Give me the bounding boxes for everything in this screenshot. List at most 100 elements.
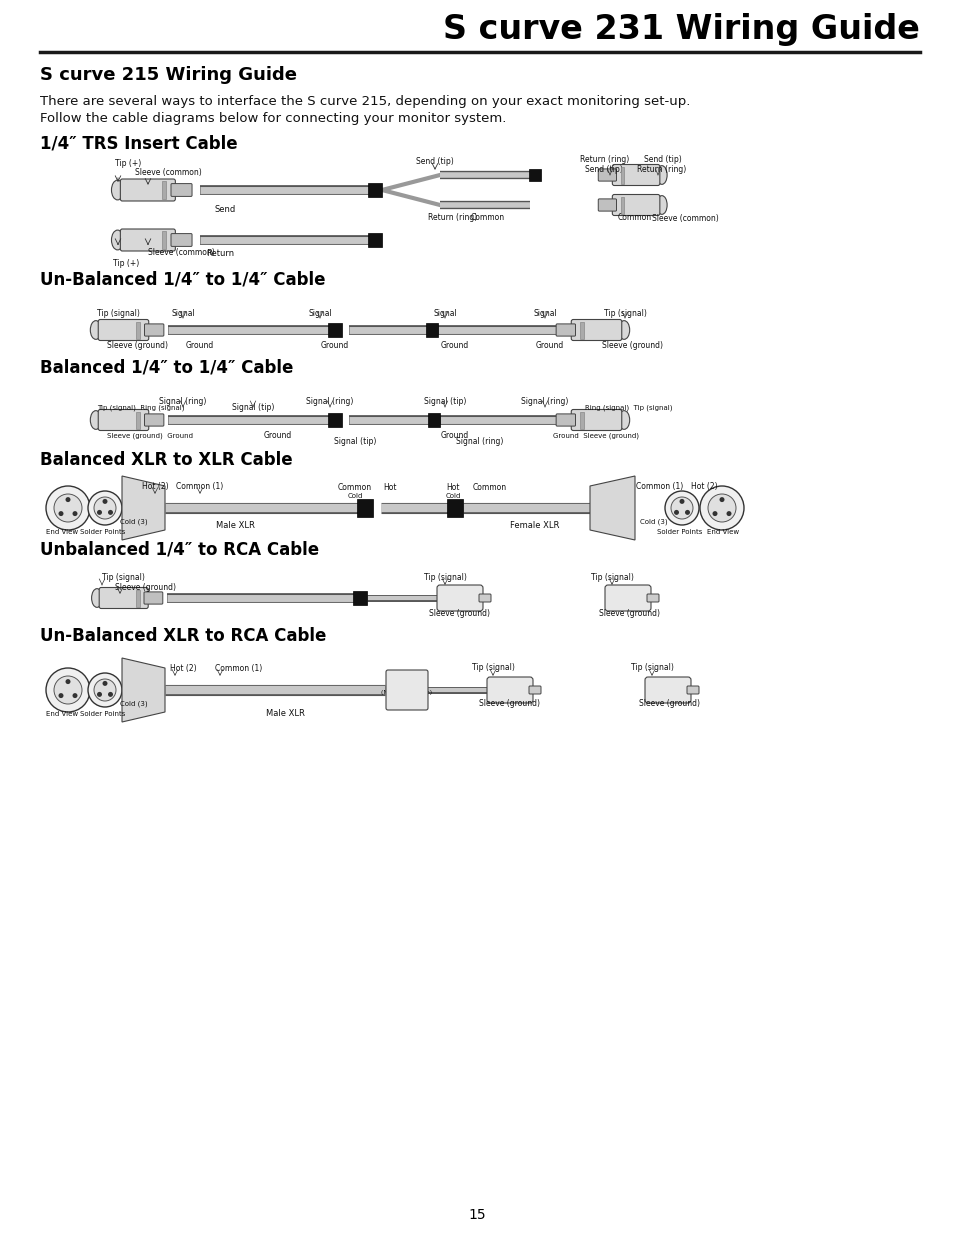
Text: Signal (tip): Signal (tip) (423, 396, 466, 405)
FancyBboxPatch shape (98, 410, 149, 431)
FancyBboxPatch shape (612, 194, 659, 215)
Circle shape (58, 511, 64, 516)
Text: Return: Return (206, 249, 233, 258)
Text: Send (tip): Send (tip) (416, 158, 454, 167)
Text: Signal (tip): Signal (tip) (334, 436, 375, 446)
Text: Solder Points: Solder Points (657, 529, 702, 535)
Text: Solder Points: Solder Points (80, 711, 126, 718)
Text: Signal (ring): Signal (ring) (306, 396, 354, 405)
Polygon shape (122, 475, 165, 540)
Text: Signal (ring): Signal (ring) (520, 396, 568, 405)
FancyBboxPatch shape (529, 685, 540, 694)
Text: Balanced XLR to XLR Cable: Balanced XLR to XLR Cable (40, 451, 293, 469)
Text: Solder Points: Solder Points (80, 529, 126, 535)
FancyBboxPatch shape (556, 324, 575, 336)
FancyBboxPatch shape (598, 169, 616, 182)
Text: Common: Common (473, 483, 507, 492)
FancyBboxPatch shape (646, 594, 659, 601)
Text: Return (ring): Return (ring) (637, 165, 686, 174)
Circle shape (670, 496, 692, 519)
Circle shape (108, 510, 112, 515)
Text: Cold (3): Cold (3) (120, 700, 148, 708)
FancyBboxPatch shape (171, 184, 192, 196)
Text: Signal (ring): Signal (ring) (456, 436, 503, 446)
Text: Tip (signal): Tip (signal) (630, 663, 673, 673)
Ellipse shape (656, 165, 666, 184)
Circle shape (707, 494, 735, 522)
Text: Ground: Ground (264, 431, 292, 441)
Text: Signal: Signal (533, 309, 557, 317)
Text: Signal: Signal (308, 309, 332, 317)
Text: Cold: Cold (347, 493, 362, 499)
Bar (368, 183, 381, 198)
Ellipse shape (656, 195, 666, 215)
Bar (353, 592, 367, 605)
Circle shape (700, 487, 743, 530)
Ellipse shape (91, 411, 101, 430)
Circle shape (54, 494, 82, 522)
Bar (428, 412, 439, 427)
FancyBboxPatch shape (386, 671, 428, 710)
Text: Cold: Cold (445, 493, 460, 499)
Text: End View: End View (46, 711, 78, 718)
FancyBboxPatch shape (604, 585, 650, 611)
Text: Sleeve (ground): Sleeve (ground) (639, 699, 700, 709)
Circle shape (58, 693, 64, 698)
Bar (426, 324, 437, 337)
Circle shape (712, 511, 717, 516)
Text: S curve 231 Wiring Guide: S curve 231 Wiring Guide (442, 14, 919, 47)
FancyBboxPatch shape (478, 594, 491, 601)
Ellipse shape (112, 230, 124, 249)
Bar (356, 499, 373, 517)
Text: Common (1): Common (1) (636, 483, 683, 492)
Circle shape (679, 499, 684, 504)
Text: Hot (2): Hot (2) (142, 483, 168, 492)
FancyBboxPatch shape (171, 233, 192, 247)
FancyBboxPatch shape (436, 585, 482, 611)
Bar (136, 321, 140, 338)
FancyBboxPatch shape (120, 228, 175, 251)
Text: Signal (tip): Signal (tip) (232, 404, 274, 412)
Ellipse shape (112, 180, 124, 200)
Bar (136, 589, 139, 606)
Ellipse shape (91, 589, 102, 608)
Text: Tip (+): Tip (+) (112, 258, 139, 268)
Circle shape (102, 680, 108, 685)
Circle shape (97, 510, 102, 515)
Text: 15: 15 (468, 1208, 485, 1221)
Text: Signal (ring): Signal (ring) (159, 396, 207, 405)
Text: Tip (+): Tip (+) (115, 158, 141, 168)
Text: Ground: Ground (186, 342, 213, 351)
Bar (368, 233, 381, 247)
Text: Female XLR: Female XLR (510, 521, 559, 531)
Bar (328, 412, 341, 427)
Text: Hot (2): Hot (2) (170, 663, 196, 673)
Circle shape (726, 511, 731, 516)
Text: Sleeve (ground): Sleeve (ground) (598, 610, 659, 619)
Text: Ring (signal)  Tip (signal): Ring (signal) Tip (signal) (584, 405, 672, 411)
Bar (136, 411, 140, 429)
Text: Follow the cable diagrams below for connecting your monitor system.: Follow the cable diagrams below for conn… (40, 112, 506, 125)
Text: Cold (3): Cold (3) (639, 519, 667, 525)
FancyBboxPatch shape (99, 588, 148, 609)
Text: Un-Balanced XLR to RCA Cable: Un-Balanced XLR to RCA Cable (40, 627, 326, 645)
Text: Sleeve (ground): Sleeve (ground) (602, 342, 662, 351)
Text: Tip (signal): Tip (signal) (471, 663, 514, 673)
Ellipse shape (618, 411, 629, 430)
Circle shape (46, 487, 90, 530)
Circle shape (66, 679, 71, 684)
Polygon shape (589, 475, 635, 540)
Text: Common: Common (337, 483, 372, 492)
Text: Return (ring): Return (ring) (579, 156, 629, 164)
Text: Tip (signal): Tip (signal) (603, 309, 646, 317)
Circle shape (72, 693, 77, 698)
Text: Hot: Hot (383, 483, 396, 492)
Circle shape (94, 496, 116, 519)
FancyBboxPatch shape (144, 324, 164, 336)
Text: Male XLR: Male XLR (215, 521, 254, 531)
Text: Sleeve (ground): Sleeve (ground) (115, 583, 175, 593)
Bar (579, 411, 583, 429)
FancyBboxPatch shape (686, 685, 699, 694)
Text: Unbalanced 1/4″ to RCA Cable: Unbalanced 1/4″ to RCA Cable (40, 541, 319, 559)
Polygon shape (122, 658, 165, 722)
